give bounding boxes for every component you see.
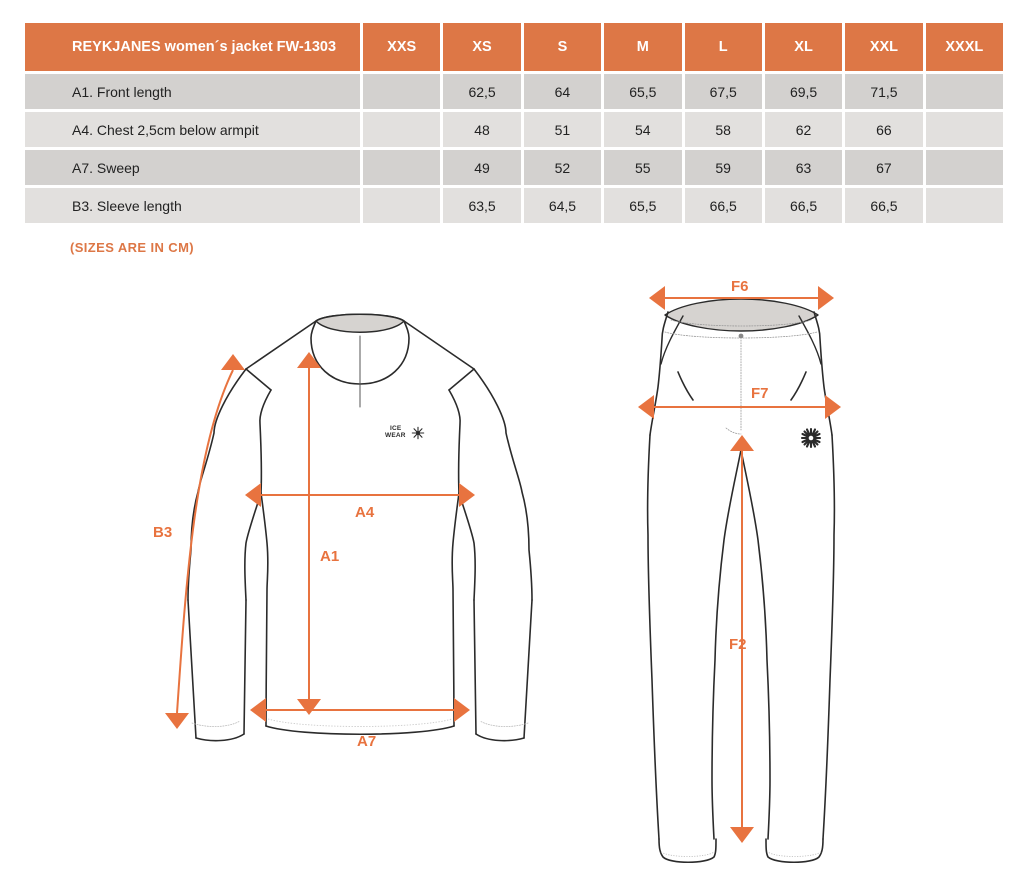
svg-text:A4: A4 <box>355 504 375 521</box>
svg-text:ICE: ICE <box>390 425 402 432</box>
svg-text:F7: F7 <box>751 385 769 402</box>
svg-text:WEAR: WEAR <box>385 432 406 439</box>
svg-text:F2: F2 <box>729 636 747 653</box>
svg-text:A1: A1 <box>320 548 339 565</box>
svg-text:B3: B3 <box>153 524 172 541</box>
svg-text:F6: F6 <box>731 280 749 295</box>
svg-text:A7: A7 <box>357 733 376 750</box>
